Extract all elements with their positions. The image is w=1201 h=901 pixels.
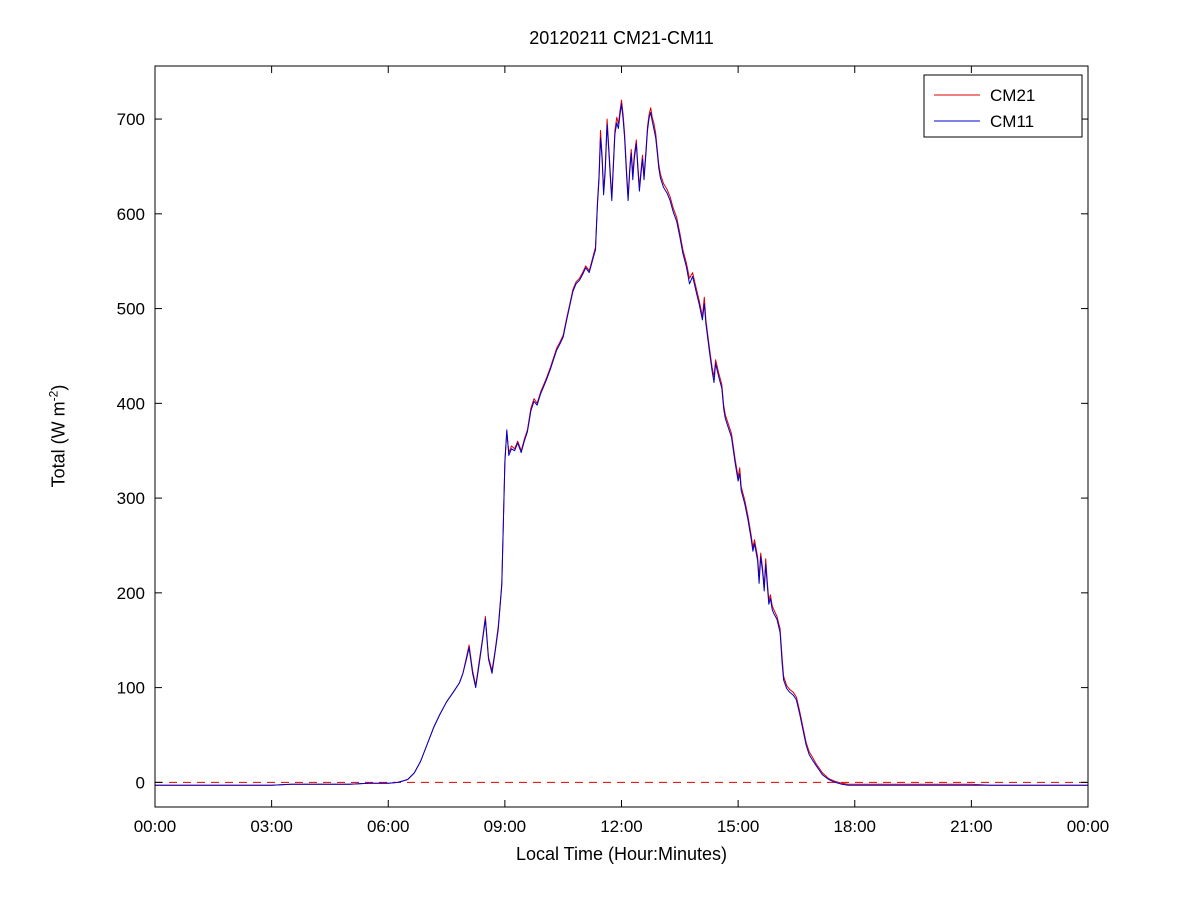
y-tick-label: 400	[117, 394, 145, 413]
axes-box	[154, 65, 1089, 808]
legend-label-CM11: CM11	[990, 112, 1034, 131]
x-tick-label: 18:00	[833, 817, 876, 836]
x-tick-label: 00:00	[1067, 817, 1110, 836]
x-tick-label: 21:00	[950, 817, 993, 836]
chart-title: 20120211 CM21-CM11	[529, 28, 714, 48]
x-tick-label: 12:00	[600, 817, 643, 836]
legend-label-CM21: CM21	[990, 86, 1035, 105]
y-tick-label: 300	[117, 489, 145, 508]
x-tick-label: 15:00	[717, 817, 760, 836]
x-tick-label: 09:00	[484, 817, 527, 836]
y-tick-label: 0	[136, 773, 145, 792]
x-tick-label: 06:00	[367, 817, 410, 836]
x-axis-label: Local Time (Hour:Minutes)	[515, 844, 728, 864]
y-tick-label: 500	[117, 300, 145, 319]
series-line-CM11	[155, 103, 1088, 786]
y-tick-label: 100	[117, 679, 145, 698]
y-tick-label: 200	[117, 584, 145, 603]
x-tick-label: 03:00	[250, 817, 293, 836]
legend-box	[923, 74, 1083, 138]
y-tick-label: 600	[117, 205, 145, 224]
x-tick-label: 00:00	[134, 817, 177, 836]
y-tick-label: 700	[117, 110, 145, 129]
series-line-CM21	[155, 99, 1088, 786]
